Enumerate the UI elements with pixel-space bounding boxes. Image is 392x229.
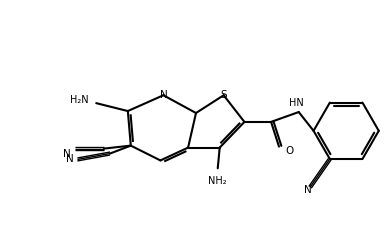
Text: H₂N: H₂N	[70, 95, 88, 105]
Text: O: O	[285, 146, 293, 155]
Text: HN: HN	[289, 98, 304, 108]
Text: N: N	[160, 90, 167, 100]
Text: N: N	[305, 185, 312, 195]
Text: S: S	[220, 90, 227, 100]
Text: N: N	[66, 154, 74, 164]
Text: N: N	[63, 149, 71, 158]
Text: NH₂: NH₂	[209, 176, 227, 186]
